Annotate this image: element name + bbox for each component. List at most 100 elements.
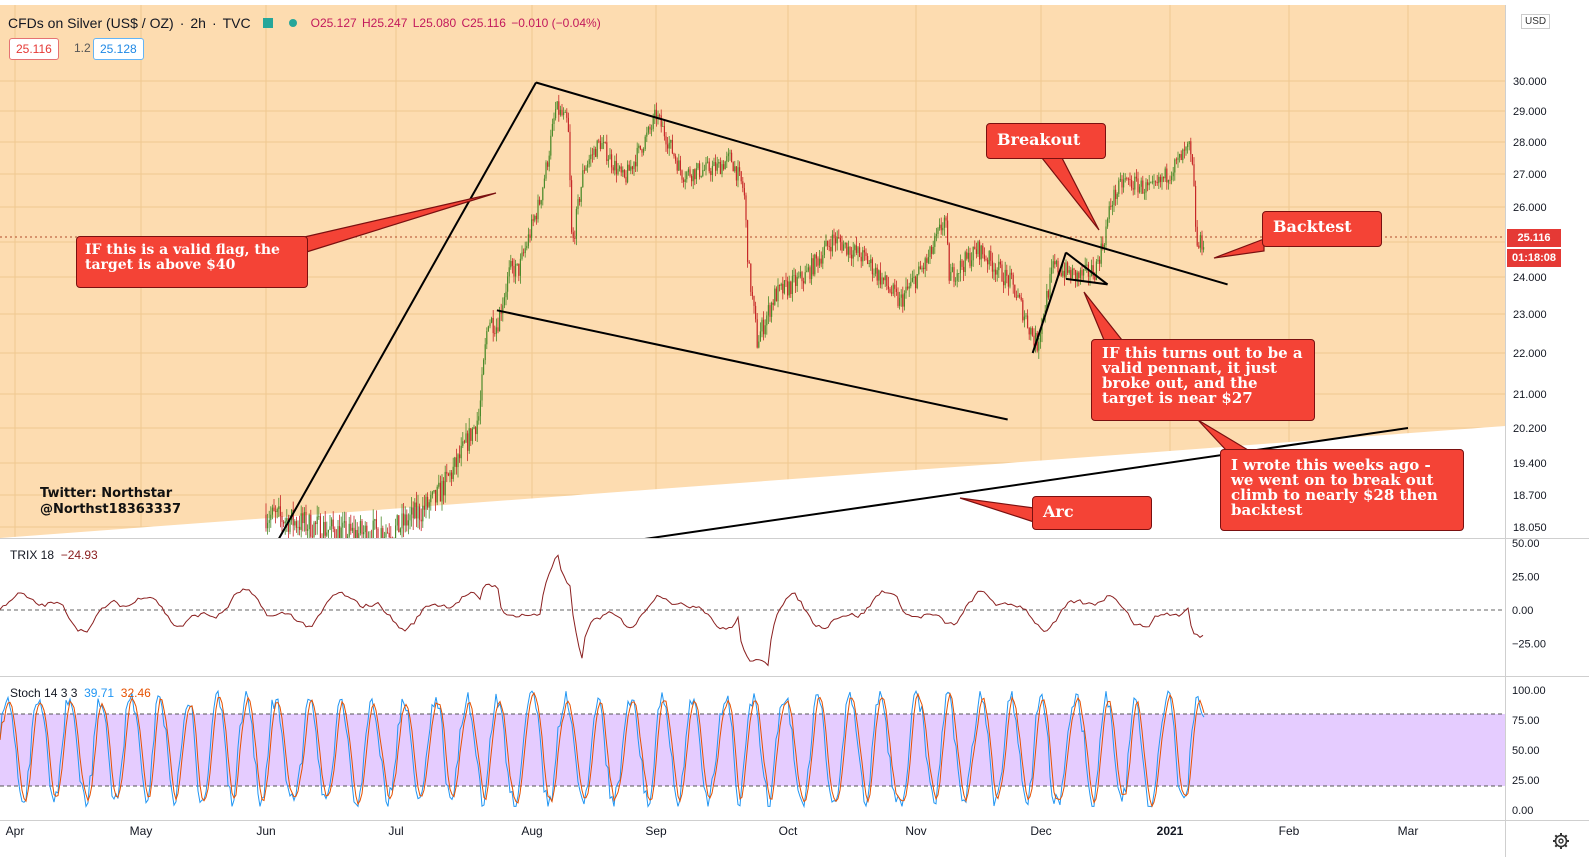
candle bbox=[516, 263, 518, 265]
candle bbox=[473, 427, 475, 429]
candle bbox=[1030, 328, 1032, 335]
candle bbox=[423, 505, 425, 510]
candle bbox=[739, 167, 741, 172]
candle bbox=[791, 275, 793, 294]
candle bbox=[785, 280, 787, 282]
candle bbox=[1103, 244, 1105, 248]
candle bbox=[407, 520, 409, 526]
candle bbox=[468, 428, 470, 451]
candle bbox=[1123, 179, 1125, 188]
candle bbox=[887, 285, 889, 290]
candle bbox=[934, 236, 936, 247]
candle bbox=[1145, 182, 1147, 193]
candle bbox=[342, 522, 344, 528]
candle bbox=[1039, 333, 1041, 342]
candle bbox=[478, 416, 480, 421]
candle bbox=[598, 140, 600, 142]
candle bbox=[806, 270, 808, 273]
candle bbox=[268, 520, 270, 523]
candle bbox=[551, 123, 553, 136]
candle bbox=[502, 305, 504, 314]
candle bbox=[847, 246, 849, 255]
time-tick-label: Dec bbox=[1030, 824, 1051, 838]
candle bbox=[892, 284, 894, 294]
bid-badge[interactable]: 25.116 bbox=[9, 38, 59, 60]
candle bbox=[955, 280, 957, 282]
candle bbox=[862, 250, 864, 262]
candle bbox=[1028, 327, 1030, 335]
candle bbox=[503, 297, 505, 306]
candle bbox=[567, 117, 569, 132]
candle bbox=[1182, 149, 1184, 161]
candle bbox=[484, 344, 486, 361]
candle bbox=[633, 162, 635, 170]
candle bbox=[1076, 272, 1078, 281]
candle bbox=[769, 305, 771, 317]
candle bbox=[659, 114, 661, 116]
price-tick-label: 28.000 bbox=[1513, 137, 1547, 149]
candle bbox=[1108, 206, 1110, 219]
candle bbox=[767, 305, 769, 316]
stoch-tick-label: 100.00 bbox=[1512, 685, 1546, 697]
candle bbox=[790, 281, 792, 294]
candle bbox=[497, 327, 499, 332]
candle bbox=[292, 509, 294, 526]
candle bbox=[1113, 189, 1115, 206]
candle bbox=[353, 527, 355, 538]
candle bbox=[319, 516, 321, 538]
arc-callout[interactable]: Arc bbox=[1032, 496, 1152, 530]
currency-label[interactable]: USD bbox=[1521, 14, 1551, 29]
spread-label: 1.2 bbox=[74, 41, 91, 55]
gear-icon[interactable] bbox=[1552, 832, 1570, 850]
candle bbox=[631, 166, 633, 170]
candle bbox=[1011, 272, 1013, 275]
candle bbox=[919, 266, 921, 270]
trix-tick-label: 0.00 bbox=[1512, 605, 1533, 617]
candle bbox=[377, 528, 379, 538]
candle bbox=[926, 258, 928, 263]
symbol-legend[interactable]: CFDs on Silver (US$ / OZ) · 2h · TVC O25… bbox=[8, 15, 601, 31]
candle bbox=[283, 521, 285, 524]
candle bbox=[724, 161, 726, 170]
candle bbox=[1155, 181, 1157, 183]
candle bbox=[865, 252, 867, 257]
candle bbox=[347, 536, 349, 538]
candle bbox=[1201, 235, 1203, 250]
candle bbox=[459, 454, 461, 459]
candle bbox=[1105, 226, 1107, 245]
candle bbox=[983, 254, 985, 260]
backtest-callout[interactable]: Backtest bbox=[1262, 211, 1382, 247]
candle bbox=[676, 160, 678, 171]
candle bbox=[855, 245, 857, 253]
trix-legend[interactable]: TRIX 18 −24.93 bbox=[10, 548, 98, 562]
candle bbox=[1179, 154, 1181, 158]
weeks-ago-callout[interactable]: I wrote this weeks ago - we went on to b… bbox=[1220, 449, 1464, 531]
candle bbox=[368, 540, 369, 545]
flag-callout[interactable]: IF this is a valid flag, the target is a… bbox=[76, 236, 308, 288]
candle bbox=[323, 521, 325, 538]
candle bbox=[1086, 264, 1088, 266]
candle bbox=[420, 519, 422, 522]
ask-badge[interactable]: 25.128 bbox=[93, 38, 144, 60]
candle bbox=[1049, 274, 1051, 298]
candle bbox=[707, 161, 709, 163]
candle bbox=[465, 433, 467, 443]
candle bbox=[510, 260, 512, 268]
candle bbox=[743, 187, 745, 196]
candles bbox=[265, 94, 1205, 545]
pennant-callout[interactable]: IF this turns out to be a valid pennant,… bbox=[1091, 339, 1315, 421]
candle bbox=[998, 261, 1000, 271]
breakout-callout[interactable]: Breakout bbox=[986, 123, 1106, 159]
price-tag: 25.116 bbox=[1507, 229, 1561, 247]
candle bbox=[742, 181, 744, 188]
candle bbox=[1118, 180, 1120, 194]
candle bbox=[788, 281, 790, 296]
stoch-legend[interactable]: Stoch 14 3 3 39.71 32.46 bbox=[10, 686, 151, 700]
candle bbox=[1015, 297, 1017, 298]
price-tick-label: 29.000 bbox=[1513, 106, 1547, 118]
candle bbox=[771, 302, 773, 317]
candle bbox=[1099, 259, 1101, 264]
candle bbox=[894, 284, 896, 289]
candle bbox=[385, 532, 387, 538]
